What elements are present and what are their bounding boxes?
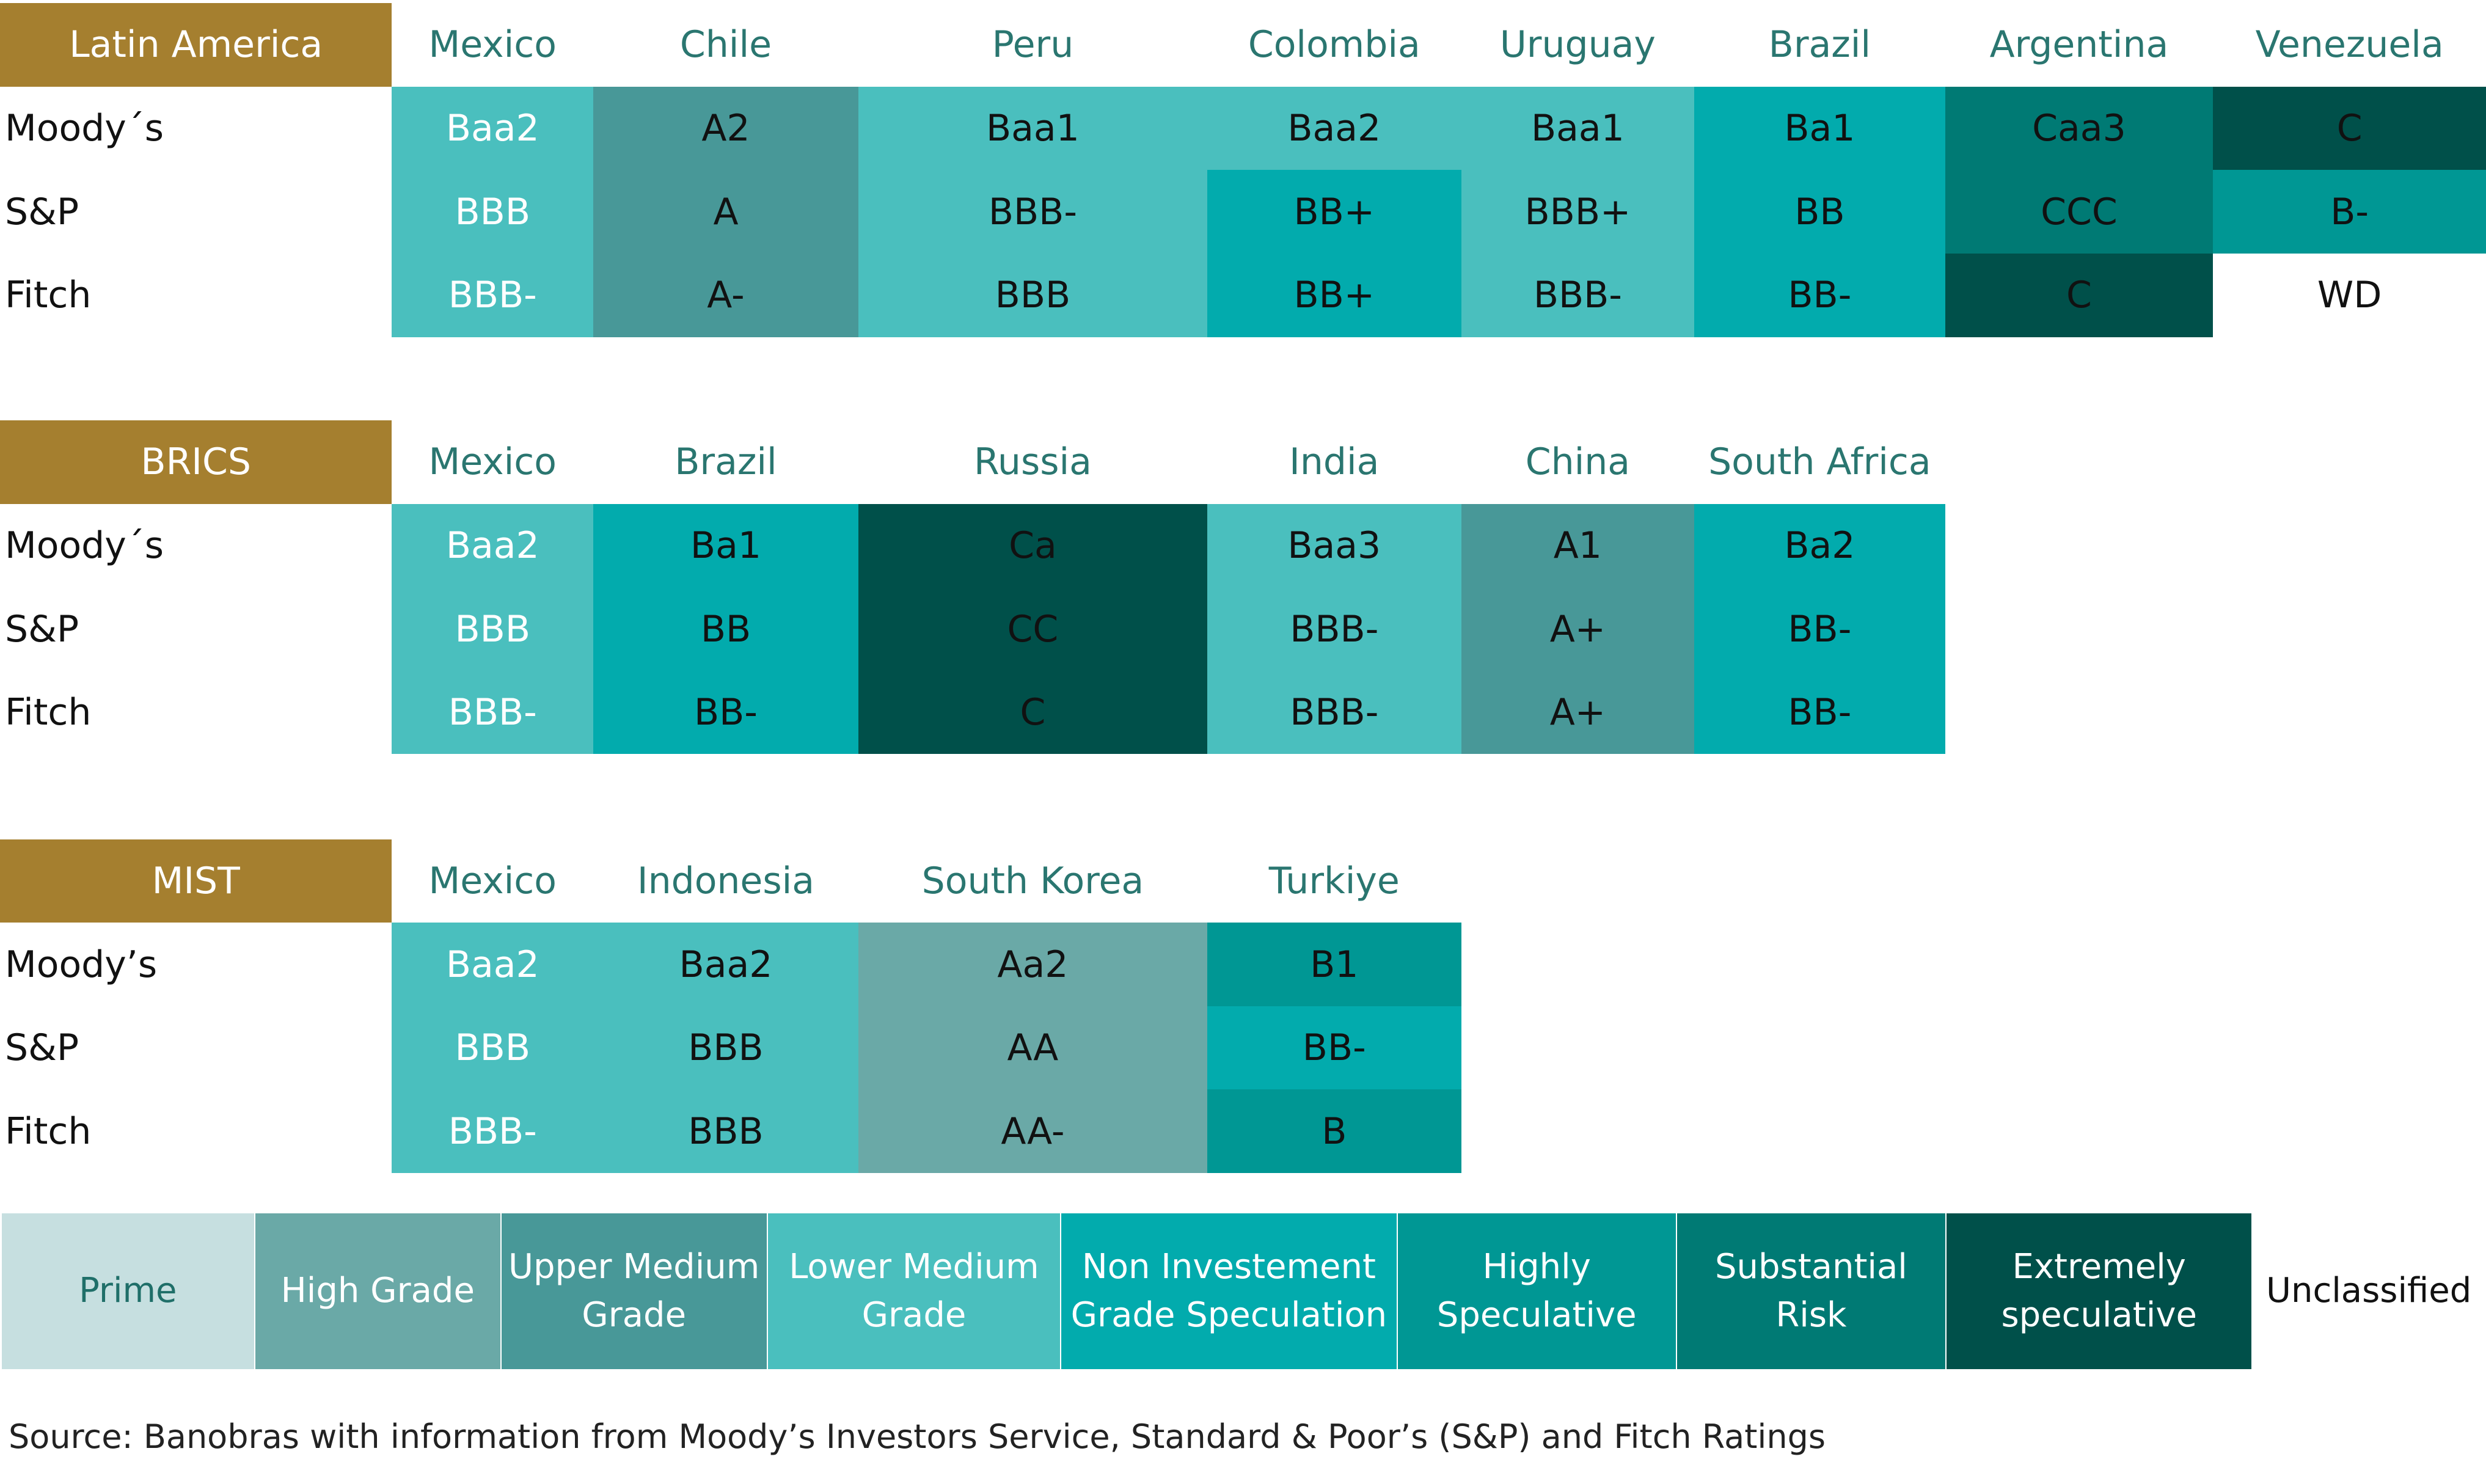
- rating-cell: B1: [1207, 923, 1461, 1006]
- rating-cell: BBB: [593, 1089, 858, 1173]
- rating-cell: BBB: [858, 253, 1208, 337]
- rating-cell: Caa3: [1945, 86, 2214, 170]
- rating-cell: CC: [858, 587, 1208, 671]
- rating-cell: BBB-: [392, 253, 594, 337]
- country-header: South Korea: [921, 859, 1144, 902]
- rating-cell: Baa1: [1461, 86, 1695, 170]
- agency-label: Fitch: [5, 274, 92, 317]
- rating-cell: BBB: [392, 170, 594, 254]
- rating-cell: Baa3: [1207, 503, 1461, 588]
- legend-item: Non Investement Grade Speculation: [1061, 1213, 1397, 1369]
- rating-cell: WD: [2213, 253, 2486, 337]
- rating-cell: A+: [1461, 670, 1695, 755]
- country-header: Uruguay: [1499, 23, 1656, 67]
- legend-item: Substantial Risk: [1676, 1213, 1946, 1369]
- rating-cell: BB+: [1207, 253, 1461, 337]
- rating-cell: Baa1: [858, 86, 1208, 170]
- country-header: Turkiye: [1268, 859, 1400, 902]
- agency-label: Moody´s: [5, 107, 164, 150]
- agency-label: Moody´s: [5, 524, 164, 567]
- rating-cell: A+: [1461, 587, 1695, 671]
- rating-cell: Baa2: [593, 923, 858, 1006]
- country-header: Venezuela: [2255, 23, 2444, 67]
- rating-cell: BBB-: [1207, 670, 1461, 755]
- rating-cell: A1: [1461, 503, 1695, 588]
- rating-cell: BB: [593, 587, 858, 671]
- rating-cell: Baa2: [392, 86, 594, 170]
- legend-item: Prime: [1, 1213, 255, 1369]
- rating-cell: B-: [2213, 170, 2486, 254]
- country-header: Peru: [992, 23, 1074, 67]
- rating-cell: Baa2: [1207, 86, 1461, 170]
- agency-label: S&P: [5, 190, 79, 233]
- legend-item: Highly Speculative: [1397, 1213, 1676, 1369]
- rating-cell: C: [2213, 86, 2486, 170]
- rating-cell: BBB-: [1207, 587, 1461, 671]
- rating-cell: BB-: [1694, 670, 1945, 755]
- source-note: Source: Banobras with information from M…: [9, 1417, 1826, 1456]
- rating-cell: BBB: [392, 587, 594, 671]
- rating-cell: BBB: [593, 1006, 858, 1090]
- rating-cell: AA: [858, 1006, 1208, 1090]
- rating-cell: Baa2: [392, 503, 594, 588]
- rating-cell: BBB-: [1461, 253, 1695, 337]
- rating-cell: A: [593, 170, 858, 254]
- country-header: Brazil: [1768, 23, 1871, 67]
- country-header: Chile: [679, 23, 772, 67]
- agency-label: S&P: [5, 1026, 79, 1070]
- agency-label: Fitch: [5, 1109, 92, 1153]
- rating-cell: AA-: [858, 1089, 1208, 1173]
- agency-label: Fitch: [5, 691, 92, 734]
- rating-cell: C: [1945, 253, 2214, 337]
- country-header: Russia: [973, 440, 1092, 484]
- country-header: Colombia: [1248, 23, 1420, 67]
- agency-label: Moody’s: [5, 943, 158, 986]
- rating-cell: Ba1: [1694, 86, 1945, 170]
- country-header: Mexico: [428, 859, 557, 902]
- rating-cell: BBB-: [392, 670, 594, 755]
- rating-cell: BBB-: [392, 1089, 594, 1173]
- rating-cell: BB-: [593, 670, 858, 755]
- country-header: China: [1525, 440, 1631, 484]
- legend-item: Upper Medium Grade: [501, 1213, 767, 1369]
- country-header: Indonesia: [637, 859, 815, 902]
- legend-item: Unclassified: [2253, 1213, 2485, 1369]
- group-label: BRICS: [0, 420, 392, 504]
- rating-cell: BB-: [1207, 1006, 1461, 1090]
- rating-cell: BBB+: [1461, 170, 1695, 254]
- country-header: Mexico: [428, 23, 557, 67]
- rating-cell: BB-: [1694, 253, 1945, 337]
- rating-cell: Ba1: [593, 503, 858, 588]
- rating-cell: B: [1207, 1089, 1461, 1173]
- rating-cell: BB+: [1207, 170, 1461, 254]
- rating-cell: BBB-: [858, 170, 1208, 254]
- group-label: MIST: [0, 839, 392, 923]
- country-header: South Africa: [1708, 440, 1931, 484]
- rating-cell: Aa2: [858, 923, 1208, 1006]
- country-header: Brazil: [675, 440, 777, 484]
- rating-cell: A2: [593, 86, 858, 170]
- country-header: Argentina: [1989, 23, 2169, 67]
- legend-item: High Grade: [255, 1213, 500, 1369]
- rating-cell: Ba2: [1694, 503, 1945, 588]
- rating-cell: A-: [593, 253, 858, 337]
- legend-item: Lower Medium Grade: [767, 1213, 1061, 1369]
- group-label: Latin America: [0, 3, 392, 87]
- legend-item: Extremely speculative: [1947, 1213, 2252, 1369]
- rating-cell: CCC: [1945, 170, 2214, 254]
- rating-cell: C: [858, 670, 1208, 755]
- rating-cell: BB-: [1694, 587, 1945, 671]
- country-header: India: [1289, 440, 1380, 484]
- country-header: Mexico: [428, 440, 557, 484]
- rating-cell: BBB: [392, 1006, 594, 1090]
- rating-cell: Baa2: [392, 923, 594, 1006]
- agency-label: S&P: [5, 607, 79, 651]
- rating-cell: BB: [1694, 170, 1945, 254]
- rating-cell: Ca: [858, 503, 1208, 588]
